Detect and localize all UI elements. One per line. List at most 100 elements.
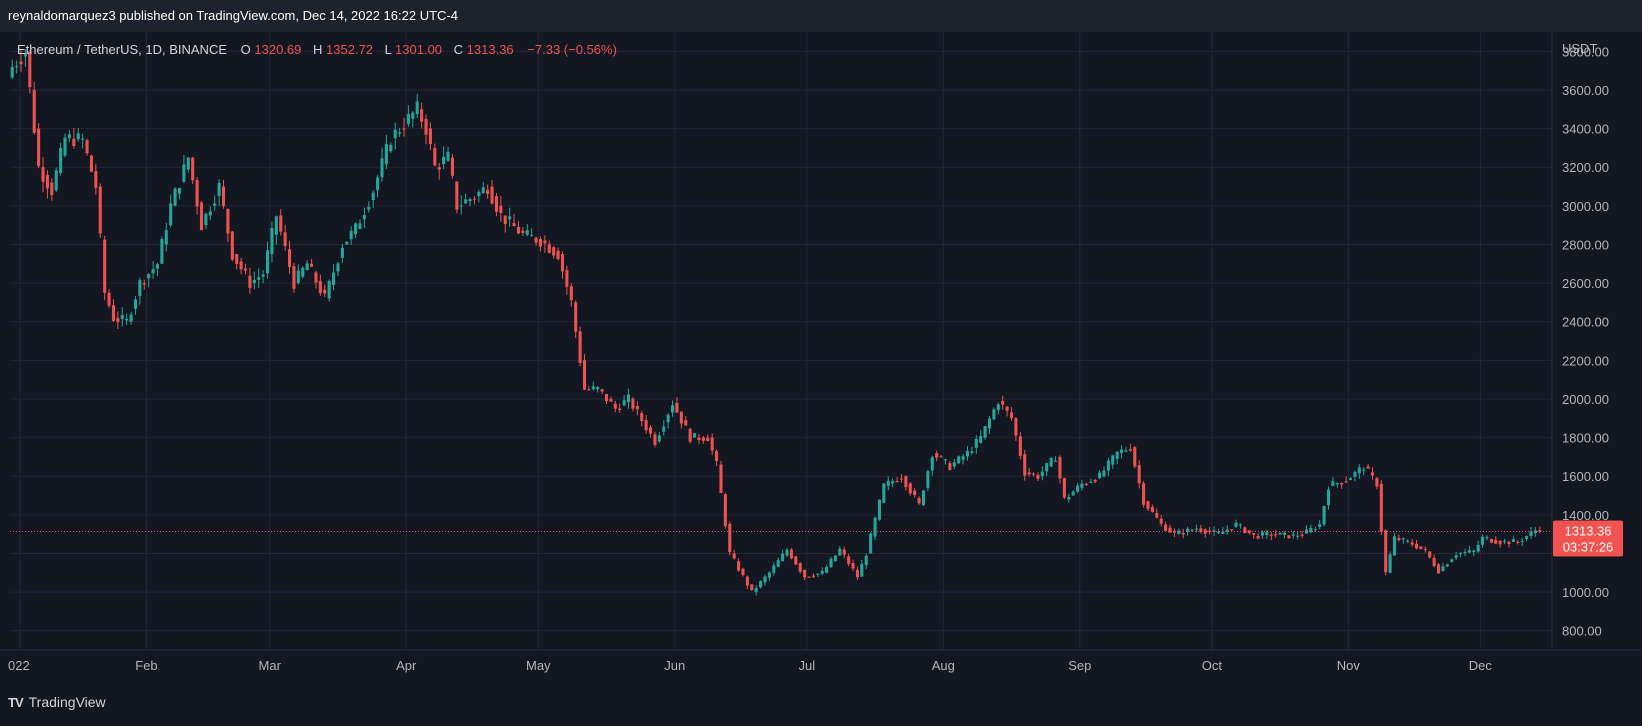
candle-body bbox=[560, 254, 565, 272]
candle-body bbox=[1225, 529, 1229, 532]
time-tick-label: Jun bbox=[664, 658, 685, 673]
candle-body bbox=[1001, 400, 1005, 405]
candle-body bbox=[1463, 551, 1467, 553]
candle-body bbox=[248, 275, 252, 288]
candle-body bbox=[666, 414, 670, 423]
candle-body bbox=[983, 426, 987, 438]
candle-body bbox=[811, 575, 815, 577]
candle-body bbox=[67, 134, 71, 139]
candle-body bbox=[961, 456, 965, 460]
candle-body bbox=[1040, 471, 1044, 477]
candle-body bbox=[45, 174, 49, 189]
candle-body bbox=[715, 451, 719, 461]
last-price-tag: 1313.36 03:37:26 bbox=[1553, 520, 1623, 557]
close-value: 1313.36 bbox=[467, 42, 514, 57]
symbol-title[interactable]: Ethereum / TetherUS, 1D, BINANCE bbox=[17, 42, 227, 57]
candle-body bbox=[1348, 478, 1353, 481]
candlestick-chart[interactable]: USDT 800.00 1000.00 1400.00 1600.00 1800.00 2… bbox=[0, 0, 1642, 682]
candle-body bbox=[446, 151, 450, 161]
candle-body bbox=[785, 549, 789, 556]
candle-body bbox=[1208, 530, 1212, 532]
candle-body bbox=[939, 456, 943, 458]
candle-body bbox=[402, 128, 406, 130]
candle-body bbox=[1278, 532, 1282, 535]
time-tick-label: May bbox=[526, 658, 551, 673]
low-value: 1301.00 bbox=[395, 42, 442, 57]
candle-body bbox=[877, 499, 881, 520]
candle-body bbox=[1076, 485, 1080, 492]
candle-body bbox=[239, 261, 243, 270]
candle-body bbox=[1428, 551, 1432, 558]
candle-body bbox=[1414, 543, 1419, 549]
candle-body bbox=[996, 404, 1000, 411]
candle-body bbox=[957, 456, 961, 464]
price-tick-label: 1400.00 bbox=[1562, 508, 1609, 523]
candle-body bbox=[243, 268, 248, 271]
time-axis[interactable]: 022 Feb Mar Apr May Jun Jul Aug Sep Oct Nov Dec bbox=[8, 658, 1492, 673]
candle-body bbox=[600, 389, 604, 392]
candle-body bbox=[265, 250, 270, 274]
candle-body bbox=[1362, 469, 1366, 471]
candle-body bbox=[543, 240, 547, 244]
tradingview-brand[interactable]: TradingView bbox=[28, 694, 106, 710]
candle-body bbox=[442, 156, 446, 164]
ohlc-legend: Ethereum / TetherUS, 1D, BINANCE O 1320.… bbox=[17, 42, 617, 57]
candle-body bbox=[1221, 531, 1225, 535]
candle-body bbox=[631, 398, 635, 409]
candle-body bbox=[420, 109, 424, 122]
candle-body bbox=[816, 573, 820, 575]
candle-body bbox=[1511, 539, 1515, 542]
candle-body bbox=[41, 167, 45, 182]
candle-body bbox=[886, 480, 890, 486]
candle-body bbox=[59, 147, 63, 173]
candle-body bbox=[111, 305, 115, 321]
candle-body bbox=[772, 565, 776, 573]
candle-body bbox=[948, 463, 952, 470]
candle-body bbox=[301, 267, 305, 277]
candle-body bbox=[582, 360, 587, 390]
candle-body bbox=[1199, 528, 1203, 532]
candle-body bbox=[406, 114, 410, 124]
candle-body bbox=[534, 237, 538, 243]
tradingview-logo-icon[interactable]: TV bbox=[8, 695, 24, 710]
candle-body bbox=[433, 147, 437, 166]
candle-body bbox=[32, 89, 36, 133]
candle-body bbox=[965, 450, 970, 457]
candle-body bbox=[230, 231, 234, 260]
candle-body bbox=[899, 478, 904, 480]
candle-body bbox=[305, 263, 309, 271]
candle-body bbox=[63, 137, 67, 156]
candle-body bbox=[935, 453, 939, 458]
candle-body bbox=[1216, 532, 1220, 534]
price-tick-label: 2000.00 bbox=[1562, 392, 1609, 407]
candle-body bbox=[226, 209, 230, 234]
candle-body bbox=[1485, 537, 1489, 539]
price-tick-label: 800.00 bbox=[1562, 624, 1602, 639]
candle-body bbox=[1194, 528, 1198, 530]
candle-body bbox=[1366, 466, 1370, 469]
price-tick-label: 2400.00 bbox=[1562, 315, 1609, 330]
candle-body bbox=[1309, 528, 1313, 533]
candle-body bbox=[1392, 536, 1397, 556]
candle-body bbox=[1265, 532, 1269, 536]
candle-body bbox=[1190, 529, 1194, 531]
candle-body bbox=[1454, 555, 1458, 558]
close-label: C bbox=[454, 42, 463, 57]
candle-body bbox=[596, 387, 600, 390]
candle-body bbox=[76, 133, 80, 140]
candle-body bbox=[481, 187, 485, 193]
candle-body bbox=[235, 254, 239, 264]
candle-body bbox=[1481, 536, 1485, 545]
candle-body bbox=[609, 398, 613, 402]
candle-body bbox=[745, 576, 749, 586]
candle-body bbox=[221, 186, 226, 206]
candle-body bbox=[719, 464, 723, 494]
candle-body bbox=[1467, 550, 1471, 553]
candle-body bbox=[503, 215, 507, 225]
change-value: −7.33 (−0.56%) bbox=[527, 42, 617, 57]
price-tick-label: 1600.00 bbox=[1562, 469, 1609, 484]
candle-body bbox=[103, 239, 107, 293]
price-axis[interactable]: 800.00 1000.00 1400.00 1600.00 1800.00 2000.0… bbox=[1562, 44, 1609, 638]
candle-body bbox=[1525, 536, 1529, 539]
candle-body bbox=[530, 235, 534, 237]
